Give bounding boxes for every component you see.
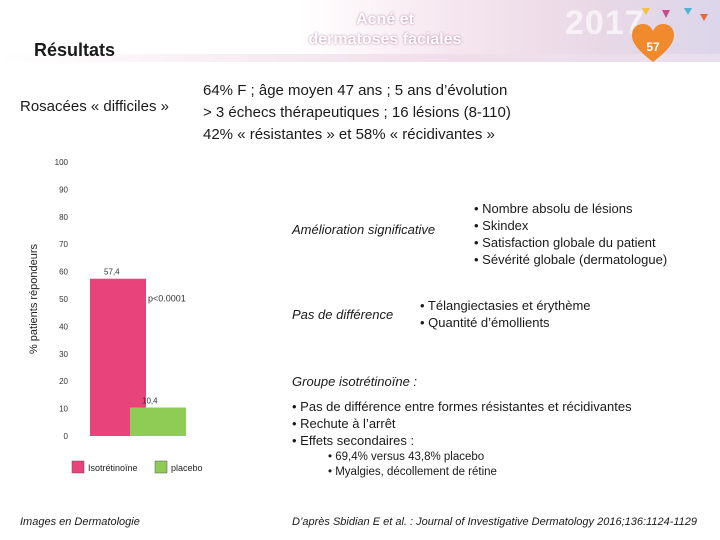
improvement-label: Amélioration significative bbox=[292, 222, 436, 237]
list-item: • Sévérité globale (dermatologue) bbox=[474, 252, 668, 267]
section-title: Résultats bbox=[34, 40, 116, 60]
list-item: • Nombre absolu de lésions bbox=[474, 201, 633, 216]
group-title: Groupe isotrétinoïne : bbox=[292, 374, 418, 389]
year-watermark: 2017 bbox=[565, 4, 645, 42]
y-tick-label: 70 bbox=[59, 240, 68, 249]
list-item: • Pas de différence entre formes résista… bbox=[292, 399, 632, 414]
legend-swatch-isotretinoin bbox=[71, 460, 85, 474]
list-item: • Rechute à l’arrêt bbox=[292, 416, 396, 431]
y-tick-label: 30 bbox=[59, 350, 68, 359]
y-tick-label: 80 bbox=[59, 213, 68, 222]
group-list: • Pas de différence entre formes résista… bbox=[292, 398, 632, 449]
list-item: • Télangiectasies et érythème bbox=[420, 298, 591, 313]
y-tick-label: 0 bbox=[64, 432, 69, 441]
list-item: • Skindex bbox=[474, 218, 529, 233]
legend-swatch-placebo bbox=[154, 460, 168, 474]
legend-label-isotretinoin: Isotrétinoïne bbox=[88, 463, 138, 473]
group-sub-list: • 69,4% versus 43,8% placebo • Myalgies,… bbox=[328, 450, 497, 480]
header-title-line1: Acné et bbox=[356, 11, 414, 28]
bar-chart: 0 10 20 30 40 50 60 70 80 90 100 % patients réponde… bbox=[28, 158, 203, 474]
intro-line: 42% « résistantes » et 58% « récidivante… bbox=[203, 126, 495, 143]
list-item: • Satisfaction globale du patient bbox=[474, 235, 656, 250]
intro-lines: 64% F ; âge moyen 47 ans ; 5 ans d’évolu… bbox=[203, 80, 511, 146]
y-tick-label: 10 bbox=[59, 405, 68, 414]
bar-value-label: 57,4 bbox=[104, 268, 120, 277]
list-item: • Myalgies, décollement de rétine bbox=[328, 466, 497, 478]
y-tick-label: 40 bbox=[59, 322, 68, 331]
intro-label: Rosacées « difficiles » bbox=[20, 98, 169, 115]
list-item: • Quantité d’émollients bbox=[420, 315, 550, 330]
y-tick-label: 100 bbox=[55, 158, 69, 167]
intro-line: > 3 échecs thérapeutiques ; 16 lésions (… bbox=[203, 104, 511, 121]
no-difference-list: • Télangiectasies et érythème • Quantité… bbox=[420, 297, 591, 331]
bar-1 bbox=[130, 407, 186, 436]
footer-source-left: Images en Dermatologie bbox=[20, 516, 140, 528]
y-tick-label: 90 bbox=[59, 185, 68, 194]
slide-number: 57 bbox=[646, 40, 660, 54]
y-axis-label: % patients répondeurs bbox=[28, 243, 40, 354]
legend-label-placebo: placebo bbox=[171, 463, 203, 473]
bar-value-label: 10,4 bbox=[142, 397, 158, 406]
list-item: • Effets secondaires : bbox=[292, 433, 415, 448]
header-wave bbox=[0, 54, 720, 62]
heart-icon bbox=[632, 24, 674, 62]
footer-reference: D’après Sbidian E et al. : Journal of In… bbox=[292, 516, 698, 528]
no-difference-label: Pas de différence bbox=[292, 307, 394, 322]
list-item: • 69,4% versus 43,8% placebo bbox=[328, 451, 485, 463]
header-title-line2: dermatoses faciales bbox=[308, 31, 462, 48]
improvement-list: • Nombre absolu de lésions • Skindex • S… bbox=[474, 200, 667, 268]
intro-line: 64% F ; âge moyen 47 ans ; 5 ans d’évolu… bbox=[203, 82, 508, 99]
decorative-triangles-icon bbox=[642, 8, 708, 21]
header-title: Acné et dermatoses faciales bbox=[300, 10, 470, 50]
y-tick-label: 20 bbox=[59, 377, 68, 386]
y-tick-label: 50 bbox=[59, 295, 68, 304]
y-tick-label: 60 bbox=[59, 268, 68, 277]
p-value-annotation: p<0.0001 bbox=[148, 294, 186, 304]
